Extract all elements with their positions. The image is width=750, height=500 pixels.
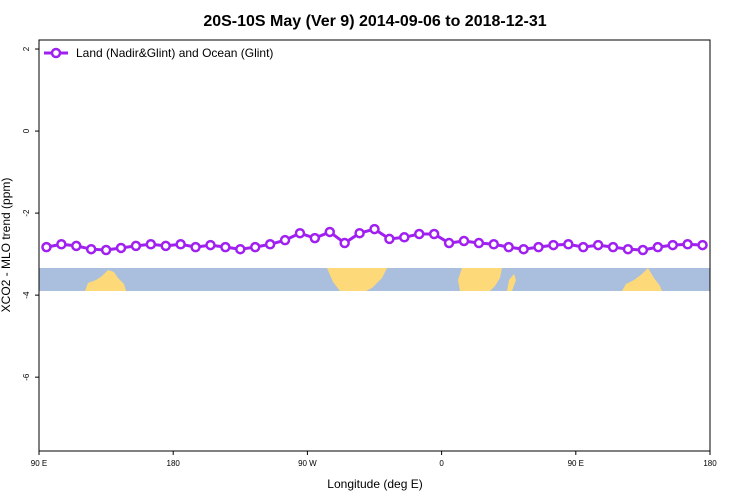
- point: [160, 240, 171, 252]
- point: [41, 241, 52, 253]
- point: [667, 239, 678, 251]
- point: [235, 243, 246, 255]
- point: [518, 243, 529, 255]
- point: [294, 227, 306, 239]
- point: [324, 226, 336, 238]
- x-tick-label: 0: [439, 459, 444, 468]
- x-axis-label: Longitude (deg E): [327, 477, 422, 491]
- point: [384, 233, 395, 245]
- legend-label: Land (Nadir&Glint) and Ocean (Glint): [76, 46, 273, 60]
- point: [682, 239, 693, 250]
- point: [56, 239, 67, 250]
- point: [309, 232, 321, 244]
- point: [592, 239, 604, 251]
- point: [607, 241, 619, 253]
- map-strip: [39, 268, 710, 291]
- point: [115, 242, 127, 254]
- point: [264, 239, 276, 250]
- point: [190, 241, 201, 253]
- point: [652, 241, 664, 253]
- y-tick-label: -6: [22, 373, 31, 381]
- y-tick-label: 0: [22, 128, 31, 133]
- plot-frame: [38, 39, 711, 452]
- point: [503, 241, 514, 253]
- point: [578, 241, 589, 253]
- chart-title: 20S-10S May (Ver 9) 2014-09-06 to 2018-1…: [203, 13, 546, 30]
- point: [339, 237, 350, 249]
- point: [279, 234, 291, 246]
- point: [637, 244, 649, 256]
- point: [563, 239, 574, 250]
- point: [85, 243, 97, 255]
- y-tick-label: -2: [22, 209, 31, 217]
- point: [413, 228, 425, 240]
- point: [488, 239, 500, 250]
- y-axis-label: XCO2 - MLO trend (ppm): [0, 178, 13, 313]
- point: [443, 237, 455, 249]
- point: [145, 239, 157, 250]
- point: [249, 241, 261, 253]
- point: [473, 237, 485, 249]
- point: [533, 241, 544, 253]
- point: [622, 243, 634, 255]
- point: [697, 239, 708, 251]
- point: [130, 240, 142, 252]
- point: [100, 244, 112, 256]
- point: [220, 241, 231, 253]
- x-tick-label: 90 E: [568, 459, 584, 468]
- point: [354, 227, 365, 239]
- x-tick-label: 180: [167, 459, 181, 468]
- point: [175, 239, 186, 250]
- point: [369, 223, 380, 235]
- point: [458, 235, 470, 247]
- x-tick-label: 90 E: [31, 459, 47, 468]
- point: [205, 239, 216, 251]
- x-tick-label: 90 W: [298, 459, 317, 468]
- point: [399, 232, 410, 243]
- point: [71, 240, 82, 252]
- point: [548, 239, 559, 251]
- y-tick-label: -4: [22, 291, 31, 299]
- legend-marker: [50, 47, 62, 59]
- point: [428, 228, 440, 240]
- y-tick-label: 2: [22, 46, 31, 51]
- x-tick-label: 180: [703, 459, 717, 468]
